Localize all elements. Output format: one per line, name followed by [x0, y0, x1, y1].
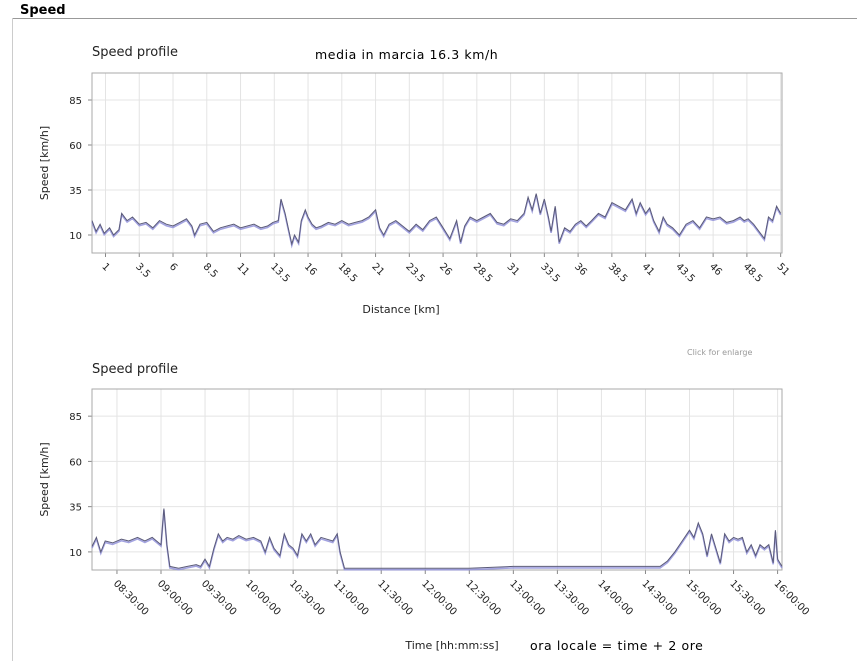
chart2-series-line [91, 508, 783, 569]
chart1-plot-frame [91, 72, 783, 254]
section-title: Speed [20, 3, 66, 18]
chart2-y-axis-label: Speed [km/h] [38, 442, 51, 516]
average-speed-annotation: media in marcia 16.3 km/h [315, 47, 499, 62]
chart2-x-tick-label: 14:00:00 [595, 578, 635, 618]
chart1-y-tick-label: 85 [69, 96, 82, 107]
chart2-title: Speed profile [92, 362, 178, 377]
chart2-x-tick-label: 11:00:00 [331, 578, 371, 618]
chart2-x-tick-label: 09:00:00 [155, 578, 195, 618]
chart2-x-tick-label: 15:00:00 [683, 578, 723, 618]
chart1-y-axis-label: Speed [km/h] [38, 126, 51, 200]
chart2-x-tick-label: 08:30:00 [111, 578, 151, 618]
chart2-x-tick-label: 12:00:00 [419, 578, 459, 618]
chart2-series-shadow [91, 509, 783, 571]
chart2-x-tick-label: 16:00:00 [771, 578, 811, 618]
chart2-plot-area [91, 388, 783, 571]
chart1-y-tick-label: 35 [69, 186, 82, 197]
chart2-x-tick-label: 12:30:00 [463, 578, 503, 618]
chart2-x-tick-label: 14:30:00 [639, 578, 679, 618]
enlarge-link[interactable]: Click for enlarge [687, 348, 753, 357]
chart1-series-shadow [91, 194, 782, 249]
chart2-x-tick-label: 15:30:00 [727, 578, 767, 618]
chart1-x-axis-label: Distance [km] [362, 303, 439, 316]
chart2-y-tick-label: 85 [69, 412, 82, 423]
local-time-annotation: ora locale = time + 2 ore [530, 638, 704, 653]
chart2-x-tick-label: 10:30:00 [287, 578, 327, 618]
section-divider [12, 18, 857, 19]
chart2-y-tick-label: 35 [69, 503, 82, 514]
chart2-x-axis-label: Time [hh:mm:ss] [404, 639, 498, 652]
chart1-series-line [91, 193, 782, 246]
chart2-x-tick-label: 09:30:00 [199, 578, 239, 618]
chart2-x-tick-label: 13:30:00 [551, 578, 591, 618]
chart2-x-tick-label: 13:00:00 [507, 578, 547, 618]
chart2-y-tick-label: 60 [69, 457, 82, 468]
chart2-x-tick-label: 11:30:00 [375, 578, 415, 618]
chart2-x-tick-label: 10:00:00 [243, 578, 283, 618]
left-border [12, 18, 13, 661]
chart1-y-tick-label: 60 [69, 141, 82, 152]
chart2-y-tick-label: 10 [69, 548, 82, 559]
chart1-title: Speed profile [92, 45, 178, 60]
chart1-y-tick-label: 10 [69, 231, 82, 242]
